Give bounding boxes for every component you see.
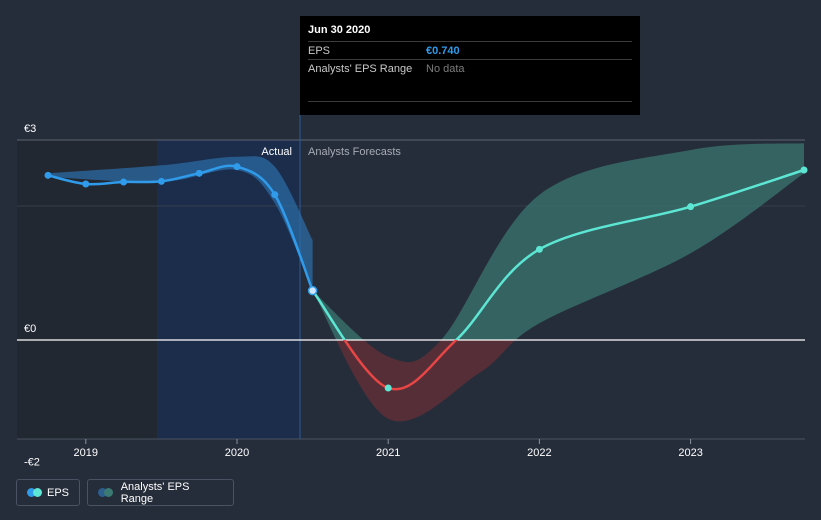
range-legend-icon <box>98 488 113 497</box>
actual-eps-point[interactable] <box>271 191 279 199</box>
tooltip-range-row: Analysts' EPS Range No data <box>308 59 632 77</box>
actual-eps-point[interactable] <box>44 171 52 179</box>
forecast-eps-line-negative <box>343 340 458 391</box>
forecast-eps-point[interactable] <box>800 166 808 174</box>
x-tick-label: 2023 <box>678 447 702 459</box>
forecast-eps-point[interactable] <box>687 203 695 211</box>
x-tick-label: 2019 <box>74 447 98 459</box>
y-axis: €3 €0 -€2 <box>24 123 40 468</box>
tooltip-eps-value: €0.740 <box>426 44 460 57</box>
legend-eps-button[interactable]: EPS <box>16 479 80 506</box>
y-tick-label: €3 <box>24 123 36 135</box>
forecast-eps-point[interactable] <box>535 245 543 253</box>
legend-range-label: Analysts' EPS Range <box>120 480 190 505</box>
highlighted-eps-point[interactable] <box>307 285 318 296</box>
tooltip-range-value: No data <box>426 62 465 75</box>
tooltip: Jun 30 2020 EPS €0.740 Analysts' EPS Ran… <box>300 16 640 115</box>
actual-eps-point[interactable] <box>233 163 241 171</box>
eps-points <box>44 163 808 392</box>
forecast-label: Analysts Forecasts <box>308 146 401 158</box>
forecast-eps-line <box>311 168 805 391</box>
actual-eps-point[interactable] <box>195 169 203 177</box>
forecast-range-band-negative <box>336 340 516 422</box>
past-shade <box>17 140 157 439</box>
tooltip-date: Jun 30 2020 <box>308 24 371 36</box>
tooltip-divider <box>308 101 632 102</box>
actual-eps-point[interactable] <box>120 178 128 186</box>
actual-eps-point[interactable] <box>82 180 90 188</box>
forecast-eps-point[interactable] <box>384 384 392 392</box>
x-tick-label: 2022 <box>527 447 551 459</box>
tooltip-range-label: Analysts' EPS Range <box>308 62 413 75</box>
x-axis: 2019 2020 2021 2022 2023 <box>74 439 703 459</box>
y-tick-label: -€2 <box>24 456 40 468</box>
legend-range-button[interactable]: Analysts' EPS Range <box>87 479 234 506</box>
forecast-eps-range-band <box>312 143 804 422</box>
eps-chart: Actual Analysts Forecasts €3€0-€2 2019 20… <box>17 115 808 468</box>
actual-label: Actual <box>261 146 292 158</box>
x-tick-label: 2021 <box>376 447 400 459</box>
actual-eps-point[interactable] <box>157 177 165 185</box>
tooltip-eps-label: EPS <box>308 44 331 57</box>
forecast-eps-line-positive <box>311 168 805 340</box>
eps-legend-icon <box>27 488 42 497</box>
tooltip-eps-row: EPS €0.740 <box>308 41 632 59</box>
legend-eps-label: EPS <box>46 486 69 499</box>
y-tick-label: €0 <box>24 323 36 335</box>
x-tick-label: 2020 <box>225 447 249 459</box>
